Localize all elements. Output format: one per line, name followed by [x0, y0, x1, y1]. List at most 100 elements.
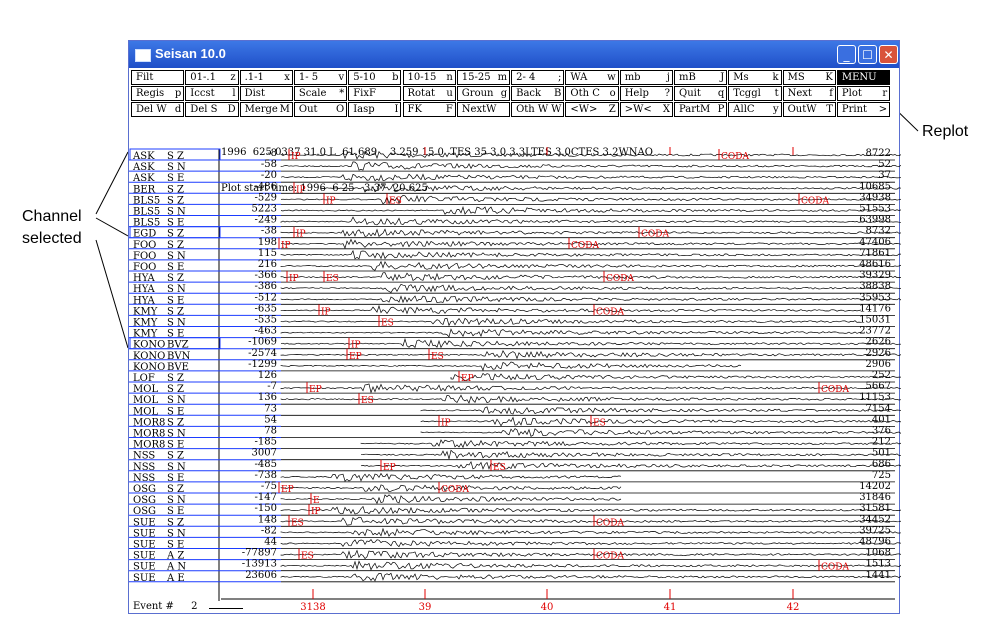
channel-row-mol-sz[interactable]: MOL S Z -7 5667	[129, 381, 901, 395]
menu-button-wa-1-9[interactable]: WA w	[565, 70, 619, 85]
menu-button-w-3-9[interactable]: <W> Z	[565, 102, 619, 117]
channel-row-egd-sz[interactable]: EGD S Z -38 8732	[129, 226, 901, 240]
channel-row-osg-sn[interactable]: OSG S N -147 31846	[129, 492, 895, 506]
waveform-trace	[320, 183, 901, 193]
channel-max-value: 501	[872, 448, 891, 459]
menu-button-menu-1-14[interactable]: MENU	[836, 70, 891, 85]
channel-row-kono-bve[interactable]: KONO BVE -1299 2906	[129, 359, 895, 373]
channel-row-nss-sz[interactable]: NSS S Z 3007 501	[129, 448, 901, 462]
menu-button-del-w-3-1[interactable]: Del W d	[131, 102, 185, 117]
channel-row-mol-sn[interactable]: MOL S N 136 11153	[129, 392, 901, 406]
menu-button-ms-1-12[interactable]: Ms k	[728, 70, 782, 85]
menu-button-iasp-3-5[interactable]: Iasp I	[348, 102, 402, 117]
menu-button-back-2-8[interactable]: Back B	[511, 86, 565, 101]
minimize-button[interactable]: _	[837, 45, 856, 64]
menu-button-1-1-1-3[interactable]: .1-1 x	[239, 70, 293, 85]
channel-row-mor8-sz[interactable]: MOR8 S Z 54 401	[129, 414, 901, 428]
channel-row-mor8-se[interactable]: MOR8 S E -185 212	[129, 437, 901, 451]
menu-button-quit-2-11[interactable]: Quit q	[674, 86, 728, 101]
selected-channel-box[interactable]	[129, 226, 221, 239]
menu-button-merge-3-3[interactable]: Merge M	[239, 102, 293, 117]
menu-button-1-5-1-4[interactable]: 1- 5 v	[293, 70, 348, 85]
channel-row-kono-bvn[interactable]: KONO BVN -2574 2926	[129, 348, 901, 362]
menu-button-fk-3-6[interactable]: FK F	[402, 102, 456, 117]
menu-button-oth-c-2-9[interactable]: Oth C o	[565, 86, 619, 101]
channel-station: SUE	[133, 551, 156, 562]
channel-row-ask-sz[interactable]: ASK S Z -8 8722	[129, 148, 901, 162]
channel-min-value: 216	[258, 259, 277, 270]
menu-button-groun-2-7[interactable]: Groun g	[456, 86, 511, 101]
selected-channel-box[interactable]	[129, 148, 221, 161]
channel-max-value: 47406	[859, 237, 891, 248]
channel-station: OSG	[133, 484, 156, 495]
menu-button-allc-3-12[interactable]: AllC y	[728, 102, 782, 117]
channel-row-foo-sz[interactable]: FOO S Z 198 47406	[129, 237, 901, 251]
menu-button-10-15-1-6[interactable]: 10-15 n	[402, 70, 456, 85]
channel-row-mol-se[interactable]: MOL S E 73 7154	[129, 403, 901, 417]
channel-row-hya-sn[interactable]: HYA S N -386 38838	[129, 281, 901, 295]
menu-button-5-10-1-5[interactable]: 5-10 b	[348, 70, 402, 85]
channel-row-nss-sn[interactable]: NSS S N -485 686	[129, 459, 901, 473]
menu-button-mb-1-10[interactable]: mb j	[619, 70, 673, 85]
selected-channel-box[interactable]	[129, 337, 221, 350]
channel-row-lof-sz[interactable]: LOF S Z 126 252	[129, 370, 901, 384]
channel-row-kmy-sn[interactable]: KMY S N -535 15031	[129, 315, 895, 329]
menu-button-partm-3-11[interactable]: PartM P	[674, 102, 728, 117]
channel-row-osg-se[interactable]: OSG S E -150 31581	[129, 503, 901, 517]
menu-button-01-1-1-2[interactable]: 01-.1 z	[185, 70, 239, 85]
menu-button-scale-2-4[interactable]: Scale *	[293, 86, 348, 101]
menu-button-outw-3-13[interactable]: OutW T	[782, 102, 836, 117]
menu-shortcut-key: v	[338, 72, 345, 83]
waveform-trace	[360, 439, 901, 449]
menu-button-w-3-10[interactable]: >W< X	[619, 102, 673, 117]
channel-row-ask-se[interactable]: ASK S E -20 37	[129, 170, 901, 184]
channel-row-kmy-sz[interactable]: KMY S Z -635 14176	[129, 303, 895, 317]
channel-row-sue-se[interactable]: SUE S E 44 48796	[129, 537, 901, 551]
waveform-trace	[280, 228, 901, 238]
menu-button-nextw-3-7[interactable]: NextW	[456, 102, 511, 117]
channel-row-foo-sn[interactable]: FOO S N 115 71861	[129, 248, 901, 262]
menu-button-fixf-2-5[interactable]: FixF	[348, 86, 402, 101]
channel-row-sue-az[interactable]: SUE A Z -77897 1068	[129, 548, 901, 562]
channel-component: BVE	[167, 362, 189, 373]
channel-row-kmy-se[interactable]: KMY S E -463 23772	[129, 326, 895, 340]
menu-button-iccst-2-2[interactable]: Iccst l	[185, 86, 239, 101]
channel-row-sue-an[interactable]: SUE A N -13913 1513	[129, 559, 901, 573]
channel-row-kono-bvz[interactable]: KONO BVZ -1069 2626	[129, 337, 901, 351]
menu-button-plot-2-14[interactable]: Plot r	[836, 86, 891, 101]
menu-button-del-s-3-2[interactable]: Del S D	[185, 102, 239, 117]
channel-row-ber-sz[interactable]: BER S Z -486 10685	[129, 181, 901, 195]
menu-button-dist-2-3[interactable]: Dist	[239, 86, 293, 101]
menu-button-out-3-4[interactable]: Out O	[293, 102, 348, 117]
channel-row-bls5-sz[interactable]: BLS5 S Z -529 34938	[129, 192, 901, 206]
menu-button-rotat-2-6[interactable]: Rotat u	[402, 86, 456, 101]
close-button[interactable]: ✕	[879, 45, 898, 64]
menu-button-regis-2-1[interactable]: Regis p	[131, 86, 185, 101]
channel-row-sue-sz[interactable]: SUE S Z 148 34452	[129, 514, 901, 528]
channel-row-foo-se[interactable]: FOO S E 216 48616	[129, 259, 901, 273]
channel-row-mor8-sn[interactable]: MOR8 S N 78 376	[129, 426, 901, 440]
menu-button-mb-1-11[interactable]: mB J	[674, 70, 728, 85]
menu-shortcut-key: d	[174, 104, 182, 115]
menu-button-2-4-1-8[interactable]: 2- 4;	[511, 70, 565, 85]
channel-row-bls5-se[interactable]: BLS5 S E -249 63998	[129, 215, 901, 229]
channel-row-nss-se[interactable]: NSS S E -738 725	[129, 470, 895, 484]
channel-row-ask-sn[interactable]: ASK S N -58 52	[129, 159, 901, 173]
menu-button-label: .1-1	[244, 72, 264, 83]
channel-row-hya-se[interactable]: HYA S E -512 35953	[129, 292, 901, 306]
menu-button-15-25-1-7[interactable]: 15-25 m	[456, 70, 511, 85]
channel-row-hya-sz[interactable]: HYA S Z -366 39329	[129, 270, 901, 284]
menu-button-tcggl-2-12[interactable]: Tcggl t	[728, 86, 782, 101]
channel-row-sue-sn[interactable]: SUE S N -82 39725	[129, 525, 901, 539]
maximize-button[interactable]: ☐	[858, 45, 877, 64]
channel-row-bls5-sn[interactable]: BLS5 S N 5223 51553	[129, 204, 901, 218]
menu-button-next-2-13[interactable]: Next f	[782, 86, 836, 101]
seismogram-plot[interactable]: ASK S Z -8 8722 ASK S N -58 52 ASK S E -20 37 BER S Z…	[129, 41, 901, 615]
menu-button-print-3-14[interactable]: Print >	[836, 102, 891, 117]
channel-row-osg-sz[interactable]: OSG S Z -75 14202	[129, 481, 895, 495]
menu-button-help-2-10[interactable]: Help?	[619, 86, 673, 101]
menu-button-filt-1-1[interactable]: Filt	[131, 70, 185, 85]
channel-row-sue-ae[interactable]: SUE A E 23606 1441	[129, 570, 901, 584]
menu-button-ms-1-13[interactable]: MS K	[782, 70, 836, 85]
